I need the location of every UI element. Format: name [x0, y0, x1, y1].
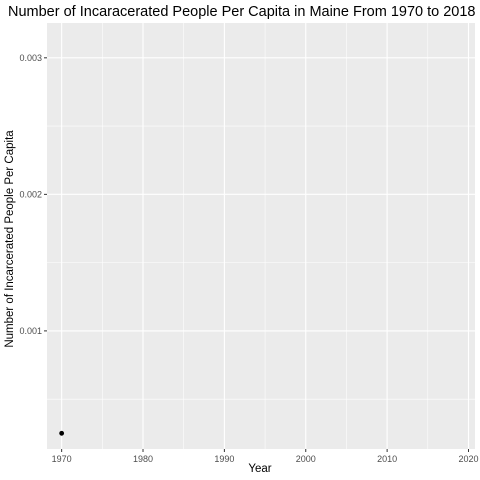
plot-panel — [47, 23, 475, 449]
minor-gridlines — [47, 23, 475, 449]
x-tick-label: 2010 — [377, 454, 397, 464]
x-axis-title: Year — [248, 463, 271, 475]
chart-title: Number of Incaracerated People Per Capit… — [8, 4, 475, 20]
x-tick-label: 1990 — [214, 454, 234, 464]
y-tick-label: 0.002 — [19, 189, 42, 199]
data-points — [59, 430, 65, 436]
x-tick-label: 1980 — [133, 454, 153, 464]
y-tick-label: 0.003 — [19, 53, 42, 63]
y-axis-title: Number of Incarcerated People Per Capita — [4, 130, 16, 348]
x-tick-label: 2000 — [296, 454, 316, 464]
x-axis: 1970 1980 1990 2000 2010 2020 — [52, 449, 479, 464]
y-tick-label: 0.001 — [19, 326, 42, 336]
y-axis: 0.001 0.002 0.003 — [19, 53, 47, 336]
x-tick-label: 1970 — [52, 454, 72, 464]
data-point — [59, 430, 65, 436]
major-gridlines — [47, 23, 475, 449]
x-tick-label: 2020 — [458, 454, 478, 464]
